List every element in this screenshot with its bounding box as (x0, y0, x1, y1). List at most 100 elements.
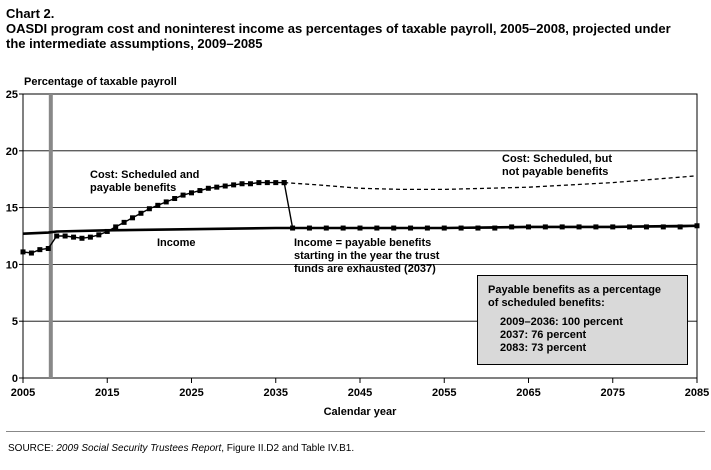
data-point (593, 224, 599, 230)
data-point (62, 233, 68, 239)
data-point (424, 225, 430, 231)
annotation-line: Income (157, 237, 196, 249)
data-point (45, 245, 51, 251)
y-tick-label: 15 (6, 203, 18, 215)
x-tick-label: 2085 (685, 387, 709, 399)
data-point (475, 225, 481, 231)
data-point (694, 223, 700, 229)
data-point (627, 224, 633, 230)
data-point (79, 235, 85, 241)
annotation-line: Cost: Scheduled, but (502, 153, 612, 165)
data-point (509, 224, 515, 230)
data-point (458, 225, 464, 231)
data-point (231, 182, 237, 188)
x-tick-label: 2025 (179, 387, 203, 399)
y-axis-label: Percentage of taxable payroll (24, 76, 177, 88)
data-point (273, 180, 279, 186)
data-point (155, 202, 161, 208)
data-point (391, 225, 397, 231)
data-point (113, 224, 119, 230)
data-point (660, 224, 666, 230)
data-point (290, 225, 296, 231)
data-point (643, 224, 649, 230)
chart-title-line-1: OASDI program cost and noninterest incom… (6, 21, 671, 36)
annotation-line: Income = payable benefits (294, 237, 431, 249)
source-note: SOURCE: 2009 Social Security Trustees Re… (8, 443, 354, 454)
data-point (146, 206, 152, 212)
annotation-line: payable benefits (90, 182, 176, 194)
source-prefix: SOURCE: (8, 443, 57, 454)
source-divider (6, 431, 705, 432)
data-point (205, 185, 211, 191)
data-point (374, 225, 380, 231)
data-point (214, 184, 220, 190)
y-tick-label: 0 (12, 373, 18, 385)
x-tick-label: 2075 (601, 387, 625, 399)
data-point (323, 225, 329, 231)
payable-benefits-callout: Payable benefits as a percentage of sche… (477, 275, 688, 365)
callout-title-line-2: of scheduled benefits: (488, 297, 605, 309)
y-tick-label: 20 (6, 146, 18, 158)
data-point (677, 224, 683, 230)
historical-divider (48, 94, 53, 378)
annotation-line: starting in the year the trust (294, 250, 440, 262)
data-point (121, 219, 127, 225)
data-point (357, 225, 363, 231)
data-point (542, 224, 548, 230)
y-tick-label: 10 (6, 259, 18, 271)
source-report: 2009 Social Security Trustees Report (56, 443, 222, 454)
data-point (239, 181, 245, 187)
x-tick-label: 2065 (516, 387, 540, 399)
chart-number: Chart 2. (6, 6, 55, 21)
data-point (189, 190, 194, 196)
annotation-line: not payable benefits (502, 166, 608, 178)
annotation: Income = payable benefits starting in the… (294, 237, 440, 275)
data-point (247, 181, 253, 187)
data-point (441, 225, 447, 231)
data-point (222, 183, 228, 189)
data-point (54, 233, 60, 239)
callout-item: 2083: 73 percent (500, 342, 587, 354)
x-axis-label: Calendar year (324, 406, 397, 418)
data-point (492, 225, 498, 231)
y-tick-label: 25 (6, 89, 18, 101)
data-point (28, 250, 34, 256)
annotation-line: Cost: Scheduled and (90, 169, 199, 181)
data-point (163, 199, 169, 205)
data-point (172, 196, 178, 202)
data-point (576, 224, 582, 230)
callout-item: 2009–2036: 100 percent (500, 316, 623, 328)
annotation: Income (157, 237, 196, 249)
data-point (197, 188, 203, 194)
x-tick-label: 2015 (95, 387, 119, 399)
data-point (96, 232, 102, 238)
data-point (104, 228, 110, 234)
data-point (408, 225, 414, 231)
data-point (281, 180, 287, 186)
data-point (256, 180, 262, 186)
x-tick-label: 2005 (11, 387, 35, 399)
y-tick-label: 5 (12, 316, 18, 328)
data-point (526, 224, 531, 230)
callout-item: 2037: 76 percent (500, 329, 587, 341)
annotation: Cost: Scheduled, but not payable benefits (502, 153, 612, 178)
data-point (559, 224, 565, 230)
chart-header: Chart 2. OASDI program cost and noninter… (6, 6, 706, 51)
annotation-line: funds are exhausted (2037) (294, 263, 436, 275)
x-tick-label: 2055 (432, 387, 456, 399)
series-line-cost-scheduled-but-not-payable-benefits (284, 175, 698, 191)
data-point (138, 210, 144, 216)
data-point (87, 234, 93, 240)
chart-title-line-2: the intermediate assumptions, 2009–2085 (6, 36, 263, 51)
data-point (264, 180, 270, 186)
data-point (71, 234, 77, 240)
data-point (37, 247, 43, 253)
data-point (610, 224, 616, 230)
series-line-income-payable-benefits (283, 182, 698, 229)
callout-title-line-1: Payable benefits as a percentage (488, 284, 662, 296)
annotation: Cost: Scheduled and payable benefits (90, 169, 199, 194)
data-point (20, 249, 26, 255)
x-tick-label: 2035 (264, 387, 288, 399)
x-tick-label: 2045 (348, 387, 372, 399)
